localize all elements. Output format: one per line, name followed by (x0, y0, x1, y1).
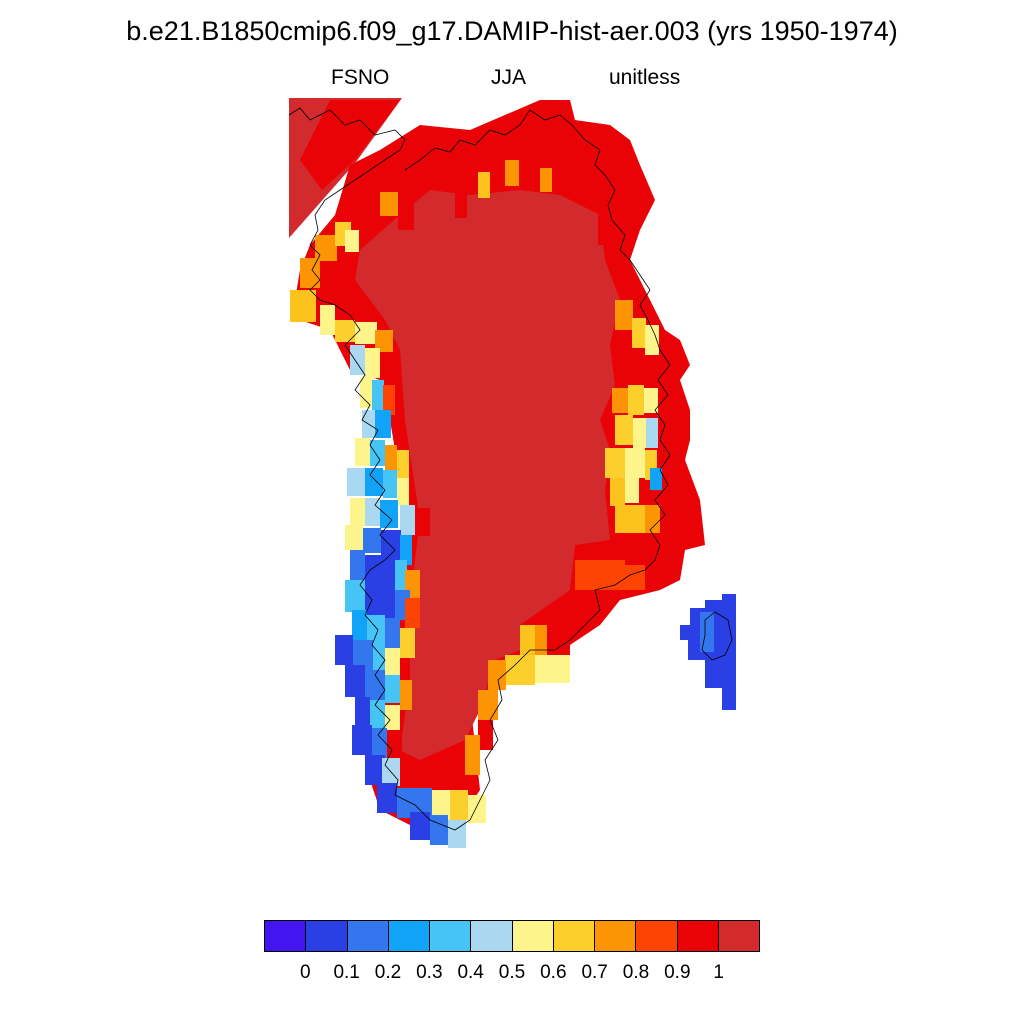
colorbar-label: 0 (300, 962, 311, 983)
variable-label: FSNO (331, 66, 390, 89)
colorbar-swatch (347, 921, 389, 951)
colorbar-swatch (636, 921, 678, 951)
colorbar (264, 920, 760, 952)
colorbar-swatch (306, 921, 348, 951)
colorbar-label: 0.2 (374, 962, 402, 983)
season-label: JJA (491, 66, 527, 89)
colorbar-swatch (595, 921, 637, 951)
colorbar-swatch (471, 921, 513, 951)
colorbar-label: 0.4 (457, 962, 484, 983)
colorbar-swatch (512, 921, 554, 951)
colorbar-swatch (265, 921, 307, 951)
snow-fraction-field (289, 98, 736, 848)
colorbar-swatch (430, 921, 472, 951)
colorbar-label: 0.1 (333, 962, 360, 983)
colorbar-swatch (718, 921, 759, 951)
coastline (288, 107, 733, 831)
colorbar-label: 0.9 (664, 962, 691, 983)
plot-title: b.e21.B1850cmip6.f09_g17.DAMIP-hist-aer.… (126, 16, 898, 46)
units-label: unitless (609, 66, 681, 89)
colorbar-label: 1 (713, 962, 724, 983)
colorbar-label: 0.8 (622, 962, 650, 983)
colorbar-label: 0.6 (540, 962, 567, 983)
colorbar-label: 0.3 (416, 962, 443, 983)
colorbar-swatch (388, 921, 430, 951)
colorbar-label: 0.5 (498, 962, 526, 983)
colorbar-swatch (553, 921, 595, 951)
colorbar-swatch (677, 921, 719, 951)
colorbar-label: 0.7 (581, 962, 608, 983)
